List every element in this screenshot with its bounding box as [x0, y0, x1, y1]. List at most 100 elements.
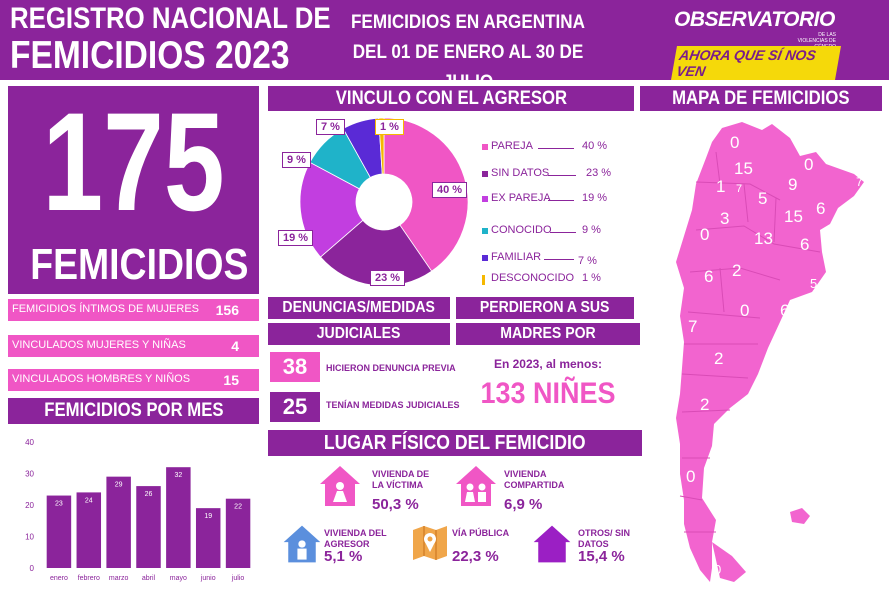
donut-slice-pareja [383, 117, 469, 272]
legend-label: PAREJA [491, 140, 533, 152]
map-value: 64 [780, 301, 799, 320]
legend-value: 23 % [586, 167, 612, 179]
map-value: 7 [856, 175, 863, 189]
legend-swatch [482, 275, 485, 285]
legend-label: SIN DATOS [491, 167, 550, 179]
lugar-title: LUGAR FÍSICO DEL FEMICIDIO [268, 430, 642, 456]
y-tick-label: 20 [25, 501, 34, 510]
kids-intro: En 2023, al menos: [493, 357, 603, 371]
subtitle-line1: FEMICIDIOS EN ARGENTINA [350, 12, 586, 33]
mapa-title: MAPA DE FEMICIDIOS [640, 86, 882, 111]
bar-febrero [76, 492, 102, 568]
legend-line [550, 232, 576, 233]
bar-value-label: 32 [174, 472, 182, 479]
medidas-judiciales-count: 25 [270, 392, 320, 422]
map-value: 15 [734, 159, 753, 178]
x-tick-label: mayo [170, 575, 187, 582]
map-value: 2 [700, 395, 709, 414]
bar-value-label: 29 [115, 482, 123, 489]
monthly-chart-title-text: FEMICIDIOS POR MES [43, 400, 224, 421]
madres-title-text1: PERDIERON A SUS [480, 299, 610, 316]
vinculo-title: VINCULO CON EL AGRESOR [268, 86, 634, 111]
legend-line [548, 200, 574, 201]
logo-slogan: AHORA QUE SÍ NOS VEN [671, 46, 841, 80]
bar-value-label: 26 [145, 491, 153, 498]
legend-swatch [482, 171, 488, 177]
map-value: 0 [730, 133, 739, 152]
map-value: 6 [800, 235, 809, 254]
legend-value: 9 % [582, 224, 601, 236]
map-value: 2 [714, 349, 723, 368]
place-pct-otros: 15,4 % [578, 548, 625, 565]
map-value: 1 [716, 177, 725, 196]
pie-label-familiar: 7 % [316, 119, 345, 135]
pie-label-conocido: 9 % [282, 152, 311, 168]
y-tick-label: 30 [25, 470, 34, 479]
place-label-otros: OTROS/ SIN DATOS [578, 528, 631, 549]
x-tick-label: junio [200, 575, 216, 582]
house-woman-icon [320, 466, 360, 506]
malvinas-shape [790, 508, 810, 524]
total-label: FEMICIDIOS [30, 240, 249, 289]
kids-count: 133 NIÑES [480, 377, 616, 410]
observatorio-logo: OBSERVATORIO DE LAS VIOLENCIAS DE GÉNERO… [671, 8, 841, 80]
x-tick-label: marzo [109, 575, 129, 582]
vinculo-donut-chart [299, 117, 469, 287]
legend-item-conocido: CONOCIDO 9 % [482, 224, 632, 240]
map-value: 7 [736, 183, 742, 195]
lugar-title-text: LUGAR FÍSICO DEL FEMICIDIO [324, 432, 586, 454]
house-man-icon [283, 525, 321, 563]
monthly-bar-chart: 0 10 20 30 40 23 enero 24 febrero 29 marzo 26 abril 3… [25, 438, 251, 582]
total-box [8, 86, 259, 294]
legend-line [544, 259, 574, 260]
bar-value-label: 24 [85, 497, 93, 504]
category-row-vinculados-mujeres: VINCULADOS MUJERES Y NIÑAS 4 [8, 335, 259, 357]
pie-label-desconocido: 1 % [375, 119, 404, 135]
legend-swatch [482, 144, 488, 150]
denuncias-title-line2: JUDICIALES [268, 323, 450, 345]
map-value: 15 [784, 207, 803, 226]
category-row-vinculados-hombres: VINCULADOS HOMBRES Y NIÑOS 15 [8, 369, 259, 391]
monthly-chart-title: FEMICIDIOS POR MES [8, 398, 259, 424]
legend-value: 40 % [582, 140, 608, 152]
x-tick-label: enero [50, 575, 68, 582]
street-map-icon [413, 526, 447, 560]
pie-label-ex-pareja: 19 % [278, 230, 314, 246]
legend-value: 19 % [582, 192, 608, 204]
madres-title-text2: MADRES POR FEMICIDIO [500, 325, 596, 364]
category-value: 15 [223, 372, 239, 388]
place-label-agresor: VIVIENDA DEL AGRESOR [324, 528, 387, 549]
bar-value-label: 19 [204, 513, 212, 520]
map-value: 5 [758, 189, 767, 208]
pie-label-sin-datos: 23 % [370, 270, 406, 286]
report-subtitle: FEMICIDIOS EN ARGENTINA DEL 01 DE ENERO … [333, 8, 603, 98]
legend-item-familiar: FAMILIAR 7 % [482, 251, 632, 267]
medidas-judiciales-text: TENÍAN MEDIDAS JUDICIALES [326, 400, 460, 410]
category-value: 4 [231, 338, 239, 354]
map-value: 7 [688, 317, 697, 336]
legend-line [548, 175, 576, 176]
report-title: REGISTRO NACIONAL DE FEMICIDIOS 2023 [10, 2, 331, 76]
legend-item-sin-datos: SIN DATOS 23 % [482, 167, 632, 183]
map-value: 0 [686, 467, 695, 486]
bar-value-label: 23 [55, 501, 63, 508]
place-label-via-publica: VÍA PÚBLICA [452, 528, 510, 538]
legend-value: 7 % [578, 255, 597, 267]
argentina-mainland-shape [676, 122, 864, 582]
mapa-title-text: MAPA DE FEMICIDIOS [672, 88, 850, 109]
madres-title-line1: PERDIERON A SUS [456, 297, 634, 319]
x-tick-label: febrero [78, 575, 100, 582]
legend-item-desconocido: DESCONOCIDO 1 % [482, 272, 632, 288]
legend-value: 1 % [582, 272, 601, 284]
y-tick-label: 0 [30, 564, 35, 573]
bar-mayo [166, 467, 191, 568]
legend-label: EX PAREJA [491, 192, 551, 204]
category-row-intimos: FEMICIDIOS ÍNTIMOS DE MUJERES 156 [8, 299, 259, 321]
denuncias-title-line1: DENUNCIAS/MEDIDAS [268, 297, 450, 319]
legend-swatch [482, 228, 488, 234]
place-label-compartida: VIVIENDA COMPARTIDA [504, 469, 565, 490]
report-title-line2: FEMICIDIOS 2023 [10, 34, 290, 77]
bar-enero [46, 495, 72, 568]
argentina-map: 0 15 0 1 7 5 9 7 6 3 15 0 13 6 2 6 5 0 6… [676, 122, 864, 582]
y-tick-label: 10 [25, 533, 34, 542]
